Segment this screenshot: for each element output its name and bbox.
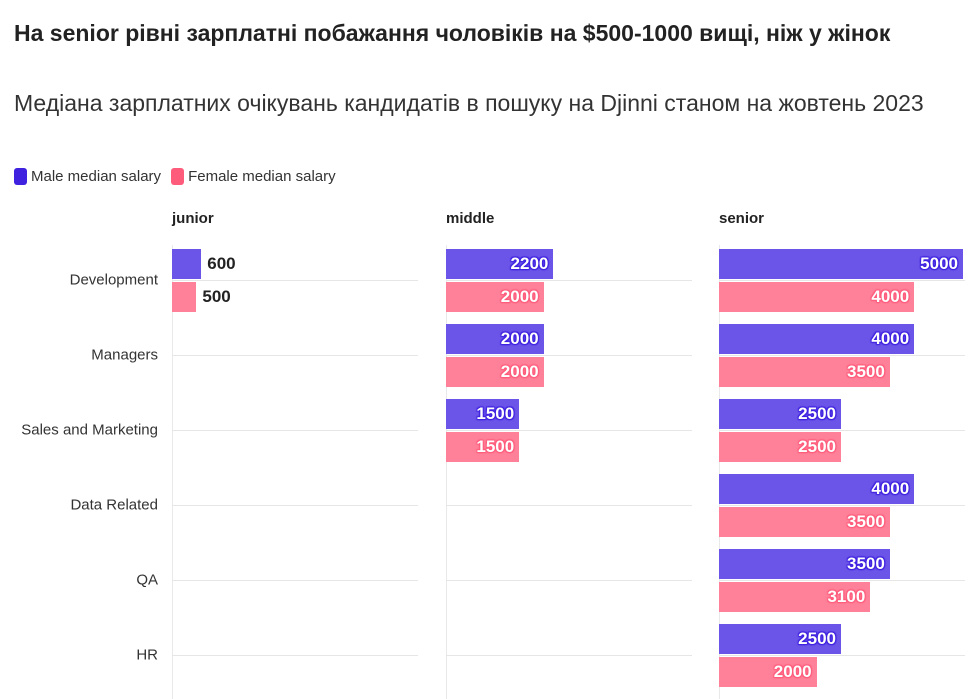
legend-label-male: Male median salary <box>31 168 162 185</box>
bar-male <box>172 249 202 279</box>
panel-title-junior: junior <box>172 210 214 227</box>
gridline <box>172 430 418 431</box>
gridline <box>446 580 692 581</box>
gridline <box>719 580 965 581</box>
legend-item-female: Female median salary <box>171 168 336 185</box>
bar-female <box>446 282 544 312</box>
data-label-male: 5000 <box>920 254 958 273</box>
row-label: Sales and Marketing <box>21 421 158 439</box>
row-label: QA <box>136 571 158 589</box>
bar-female <box>719 282 915 312</box>
bar-female <box>719 657 817 687</box>
bar-male <box>719 624 841 654</box>
bar-female <box>172 282 197 312</box>
data-label-male: 600 <box>207 254 236 273</box>
row-label: Data Related <box>70 496 158 514</box>
data-label-male: 4000 <box>871 329 910 348</box>
gridline <box>172 280 418 281</box>
bar-female <box>719 357 890 387</box>
row-label: HR <box>136 646 158 664</box>
row-label: Development <box>69 271 158 289</box>
data-label-male: 2200 <box>510 254 549 273</box>
bar-female <box>719 582 871 612</box>
gridline <box>719 655 965 656</box>
row-label: Managers <box>91 346 158 364</box>
bar-female <box>719 432 841 462</box>
data-label-female: 2000 <box>500 362 539 381</box>
data-label-male: 3500 <box>846 554 885 573</box>
bar-male <box>719 474 915 504</box>
chart-title: На senior рівні зарплатні побажання чоло… <box>14 20 891 46</box>
legend-swatch-female <box>171 168 185 185</box>
panel-title-senior: senior <box>719 210 765 227</box>
gridline <box>172 580 418 581</box>
axis-line <box>446 245 447 699</box>
axis-line <box>719 245 720 699</box>
gridline <box>446 355 692 356</box>
bar-male <box>719 399 841 429</box>
gridline <box>719 505 965 506</box>
data-label-female: 2500 <box>798 437 836 456</box>
bar-male <box>719 549 890 579</box>
bar-male <box>446 324 544 354</box>
bar-male <box>446 399 520 429</box>
data-label-female: 1500 <box>476 437 515 456</box>
bar-male <box>446 249 554 279</box>
gridline <box>719 430 965 431</box>
data-label-female: 4000 <box>871 287 910 306</box>
data-label-female: 3100 <box>827 587 866 606</box>
bar-female <box>446 432 520 462</box>
gridline <box>446 430 692 431</box>
gridline <box>172 655 418 656</box>
gridline <box>446 655 692 656</box>
axis-line <box>172 245 173 699</box>
data-label-male: 1500 <box>476 404 515 423</box>
bar-female <box>446 357 544 387</box>
gridline <box>719 280 965 281</box>
legend: Male median salary Female median salary <box>14 168 336 185</box>
data-label-female: 3500 <box>846 362 885 381</box>
data-label-male: 4000 <box>871 479 910 498</box>
gridline <box>446 280 692 281</box>
data-label-male: 2000 <box>500 329 539 348</box>
data-label-female: 3500 <box>846 512 885 531</box>
panel-title-middle: middle <box>446 210 495 227</box>
chart-subtitle: Медіана зарплатних очікувань кандидатів … <box>14 90 924 116</box>
gridline <box>719 355 965 356</box>
data-label-female: 500 <box>202 287 231 306</box>
legend-item-male: Male median salary <box>14 168 161 185</box>
legend-swatch-male <box>14 168 27 185</box>
gridline <box>172 505 418 506</box>
bar-female <box>719 507 890 537</box>
data-label-male: 2500 <box>798 629 836 648</box>
bar-male <box>719 324 915 354</box>
data-label-male: 2500 <box>798 404 836 423</box>
bar-male <box>719 249 963 279</box>
gridline <box>172 355 418 356</box>
data-label-female: 2000 <box>773 662 812 681</box>
gridline <box>446 505 692 506</box>
data-label-female: 2000 <box>500 287 539 306</box>
legend-label-female: Female median salary <box>188 168 336 185</box>
